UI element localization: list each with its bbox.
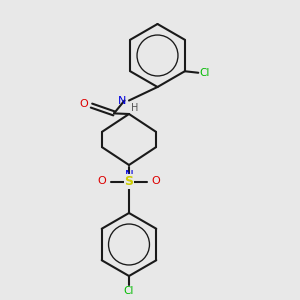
Text: O: O: [152, 176, 160, 187]
Text: Cl: Cl: [124, 286, 134, 296]
Text: N: N: [118, 95, 127, 106]
Text: Cl: Cl: [200, 68, 210, 78]
Text: O: O: [79, 99, 88, 109]
Text: S: S: [124, 175, 134, 188]
Text: N: N: [124, 169, 134, 182]
Text: H: H: [130, 103, 138, 113]
Text: O: O: [98, 176, 106, 187]
